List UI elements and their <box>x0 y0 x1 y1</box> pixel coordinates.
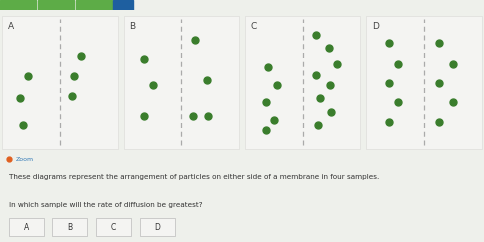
Text: B: B <box>129 22 136 31</box>
Bar <box>113 0 133 10</box>
Text: These diagrams represent the arrangement of particles on either side of a membra: These diagrams represent the arrangement… <box>9 174 378 180</box>
Text: D: D <box>154 223 160 232</box>
Bar <box>38 0 74 10</box>
Text: B: B <box>67 223 72 232</box>
FancyBboxPatch shape <box>244 16 360 149</box>
FancyBboxPatch shape <box>96 218 131 236</box>
Text: In which sample will the rate of diffusion be greatest?: In which sample will the rate of diffusi… <box>9 202 202 208</box>
Text: Zoom: Zoom <box>15 157 33 162</box>
Text: C: C <box>111 223 116 232</box>
Text: C: C <box>250 22 257 31</box>
FancyBboxPatch shape <box>139 218 174 236</box>
FancyBboxPatch shape <box>52 218 87 236</box>
Bar <box>76 0 112 10</box>
Text: A: A <box>24 223 29 232</box>
Text: D: D <box>371 22 378 31</box>
FancyBboxPatch shape <box>9 218 44 236</box>
Text: A: A <box>8 22 15 31</box>
Bar <box>0 0 36 10</box>
FancyBboxPatch shape <box>365 16 481 149</box>
FancyBboxPatch shape <box>123 16 239 149</box>
FancyBboxPatch shape <box>2 16 118 149</box>
